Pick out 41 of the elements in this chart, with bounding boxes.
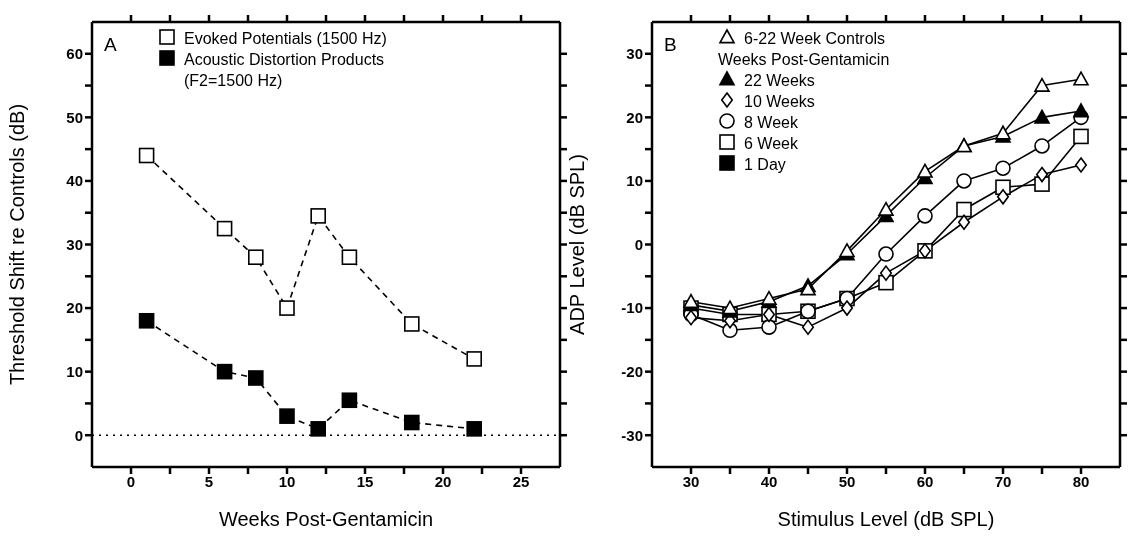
legend-label: 6-22 Week Controls <box>744 29 886 49</box>
y-tick-label: -30 <box>621 426 643 444</box>
y-tick-label: 10 <box>66 362 83 380</box>
x-tick-label: 15 <box>356 472 374 490</box>
y-tick-label: 0 <box>634 235 643 253</box>
y-tick-label: 50 <box>66 108 83 126</box>
y-axis-title: Threshold Shift re Controls (dB) <box>6 103 29 386</box>
legend-label: 22 Weeks <box>744 71 815 91</box>
annotation: B <box>664 34 677 56</box>
legend-label: Acoustic Distortion Products (F2=1500 Hz) <box>184 50 385 91</box>
annotation: A <box>104 34 117 56</box>
x-tick-label: 0 <box>126 472 136 490</box>
legend-label: Evoked Potentials (1500 Hz) <box>184 29 387 49</box>
y-tick-label: 40 <box>66 172 83 190</box>
x-tick-label: 40 <box>760 472 778 490</box>
x-tick-label: 70 <box>994 472 1012 490</box>
x-axis-title: Weeks Post-Gentamicin <box>218 508 434 530</box>
legend-label: 6 Week <box>744 134 798 154</box>
x-tick-label: 10 <box>278 472 296 490</box>
x-tick-label: 5 <box>204 472 214 490</box>
legend-label: 10 Weeks <box>744 92 815 112</box>
y-tick-label: 0 <box>74 426 83 444</box>
y-tick-label: 30 <box>626 45 643 63</box>
y-tick-label: 10 <box>626 172 643 190</box>
x-tick-label: 25 <box>512 472 530 490</box>
y-tick-label: 60 <box>66 45 83 63</box>
legend-title: Weeks Post-Gentamicin <box>718 50 890 70</box>
y-axis-title: ADP Level (dB SPL) <box>566 154 589 335</box>
x-tick-label: 30 <box>682 472 700 490</box>
x-tick-label: 60 <box>916 472 934 490</box>
y-tick-label: -10 <box>621 299 643 317</box>
legend-label: 1 Day <box>744 155 786 175</box>
y-tick-label: 20 <box>626 108 643 126</box>
x-tick-label: 50 <box>838 472 856 490</box>
y-tick-label: 20 <box>66 299 83 317</box>
legend-label: 8 Week <box>744 113 798 133</box>
y-tick-label: -20 <box>621 362 643 380</box>
x-axis-title: Stimulus Level (dB SPL) <box>777 508 995 530</box>
x-tick-label: 80 <box>1072 472 1090 490</box>
x-tick-label: 20 <box>434 472 452 490</box>
y-tick-label: 30 <box>66 235 83 253</box>
